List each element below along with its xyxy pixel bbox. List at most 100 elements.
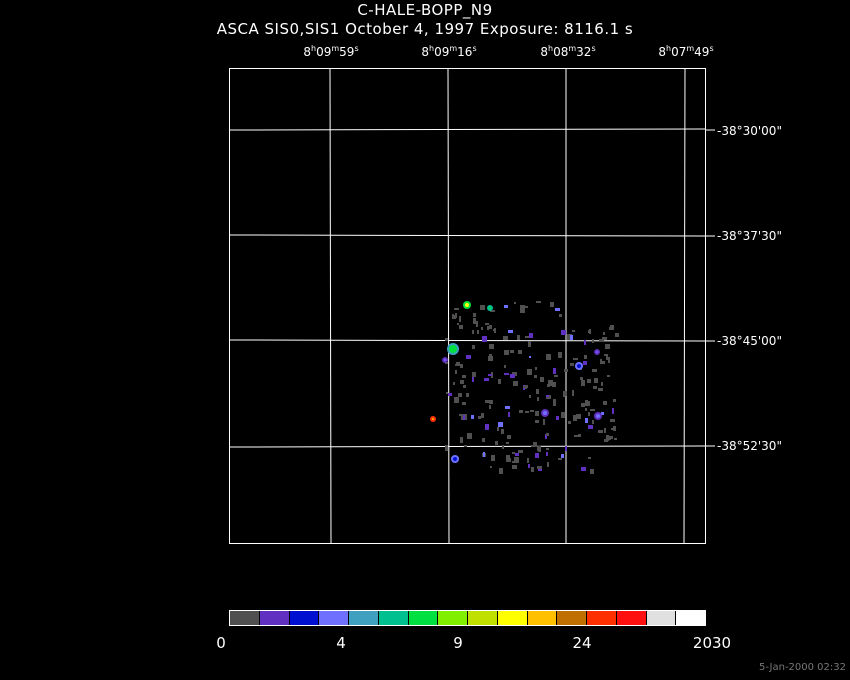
detector-pixel xyxy=(574,435,579,437)
detector-pixel xyxy=(610,419,615,422)
detector-pixel xyxy=(466,393,469,397)
detector-pixel xyxy=(545,434,547,439)
detector-pixel xyxy=(504,365,506,368)
colorbar-segment-1 xyxy=(259,611,290,625)
detector-pixel xyxy=(481,327,483,330)
detector-pixel xyxy=(598,388,603,391)
dec-grid-line-1 xyxy=(228,128,706,131)
x-ray-source-core xyxy=(432,418,434,420)
detector-pixel xyxy=(494,328,496,333)
detector-pixel xyxy=(546,433,549,436)
detector-pixel xyxy=(546,354,551,360)
detector-pixel xyxy=(453,382,455,385)
colorbar-tick-1: 4 xyxy=(336,634,346,652)
detector-pixel xyxy=(510,350,514,353)
dec-tick-label-2: -38°37'30" xyxy=(717,229,782,243)
detector-pixel xyxy=(537,397,539,401)
detector-pixel xyxy=(590,469,594,474)
detector-pixel xyxy=(543,419,545,425)
detector-pixel xyxy=(517,335,520,340)
detector-pixel xyxy=(547,462,549,467)
detector-pixel xyxy=(523,386,525,388)
detector-pixel xyxy=(531,467,534,472)
detector-pixel xyxy=(497,427,499,431)
dec-grid-line-2 xyxy=(228,234,706,237)
detector-pixel xyxy=(487,326,489,330)
detector-pixel xyxy=(525,411,529,413)
detector-pixel xyxy=(604,354,608,356)
detector-pixel xyxy=(489,400,493,404)
detector-pixel xyxy=(565,446,567,451)
detector-pixel xyxy=(472,376,474,382)
detector-pixel xyxy=(495,441,498,445)
detector-pixel xyxy=(525,336,529,338)
detector-pixel xyxy=(535,367,537,370)
detector-pixel xyxy=(605,347,607,349)
detector-pixel xyxy=(570,363,574,366)
detector-pixel xyxy=(538,447,541,452)
detector-pixel xyxy=(484,378,489,381)
colorbar-segment-11 xyxy=(557,611,587,625)
detector-pixel xyxy=(576,414,581,419)
detector-pixel xyxy=(558,458,562,460)
detector-pixel xyxy=(554,375,558,377)
detector-pixel xyxy=(489,354,492,358)
detector-pixel xyxy=(604,439,608,442)
detector-pixel xyxy=(614,438,617,440)
detector-pixel xyxy=(611,428,615,430)
detector-pixel xyxy=(473,313,476,317)
detector-pixel xyxy=(587,379,591,383)
detector-pixel xyxy=(463,385,466,388)
colorbar-segment-6 xyxy=(408,611,439,625)
detector-pixel xyxy=(454,397,459,403)
detector-pixel xyxy=(535,420,539,423)
detector-pixel xyxy=(473,318,476,324)
detector-pixel xyxy=(518,350,522,354)
detector-pixel xyxy=(485,323,489,325)
detector-pixel xyxy=(507,435,511,439)
detector-pixel xyxy=(584,340,586,345)
x-ray-source-core xyxy=(543,411,547,415)
detector-pixel xyxy=(455,364,457,366)
detector-pixel xyxy=(460,380,464,382)
detector-pixel xyxy=(514,302,516,304)
detector-pixel xyxy=(514,457,519,463)
detector-pixel xyxy=(602,337,607,340)
detector-pixel xyxy=(456,362,460,366)
detector-pixel xyxy=(524,306,528,308)
detector-pixel xyxy=(498,379,501,384)
detector-pixel xyxy=(559,314,562,317)
colorbar-segment-15 xyxy=(676,611,705,625)
detector-pixel xyxy=(489,325,492,329)
ra-tick-label-3: 8h08m32s xyxy=(540,44,596,59)
colorbar-segment-13 xyxy=(616,611,647,625)
detector-pixel xyxy=(553,368,556,374)
detector-pixel xyxy=(499,468,503,474)
detector-pixel xyxy=(593,386,597,389)
detector-pixel xyxy=(512,452,515,454)
detector-pixel xyxy=(581,380,585,386)
detector-pixel xyxy=(504,305,508,308)
detector-pixel xyxy=(445,445,448,451)
detector-pixel xyxy=(482,438,485,442)
detector-pixel xyxy=(610,325,614,330)
detector-pixel xyxy=(561,412,565,418)
colorbar-tick-2: 9 xyxy=(453,634,463,652)
detector-pixel xyxy=(445,338,448,341)
detector-pixel xyxy=(472,330,474,334)
detector-pixel xyxy=(613,399,616,402)
detector-pixel xyxy=(604,428,606,433)
ra-grid-line-2 xyxy=(447,67,450,544)
detector-pixel xyxy=(460,364,463,368)
detector-pixel xyxy=(466,355,471,359)
detector-pixel xyxy=(583,361,587,365)
colorbar-segment-2 xyxy=(289,611,320,625)
x-ray-source-core xyxy=(596,414,600,418)
detector-pixel xyxy=(463,415,465,420)
detector-pixel xyxy=(471,415,474,419)
color-scale-bar xyxy=(229,610,706,626)
detector-pixel xyxy=(561,330,566,335)
detector-pixel xyxy=(588,425,593,429)
detector-pixel xyxy=(459,414,464,416)
detector-pixel xyxy=(527,369,532,375)
